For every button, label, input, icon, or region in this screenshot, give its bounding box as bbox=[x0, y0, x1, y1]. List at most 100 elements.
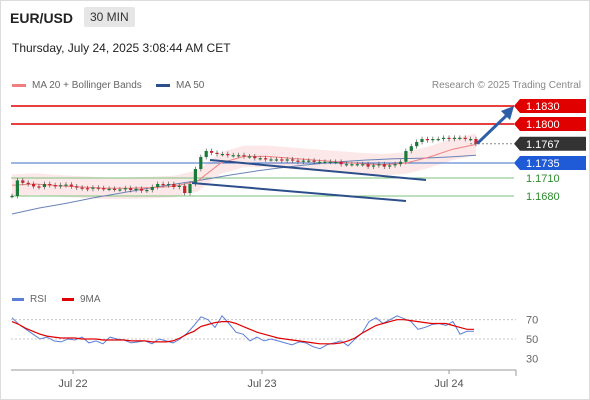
level-label-1.1767: 1.1767 bbox=[526, 139, 560, 151]
candle bbox=[393, 164, 397, 166]
legend-rsi: RSI bbox=[12, 294, 47, 305]
candle bbox=[91, 187, 95, 189]
candle bbox=[107, 188, 111, 190]
candle bbox=[404, 151, 408, 162]
legend-9ma: 9MA bbox=[62, 294, 101, 305]
level-tag-1.1830 bbox=[514, 99, 586, 113]
rsi-tick-70: 70 bbox=[526, 315, 538, 327]
candle bbox=[226, 154, 230, 156]
candle bbox=[269, 159, 273, 161]
candle bbox=[139, 188, 144, 191]
candle bbox=[344, 164, 349, 166]
candle bbox=[274, 159, 278, 161]
candle bbox=[469, 139, 473, 141]
channel-lower-line bbox=[191, 182, 407, 202]
candle bbox=[264, 158, 268, 160]
candle bbox=[334, 161, 338, 163]
candle bbox=[447, 137, 451, 139]
candle bbox=[172, 184, 176, 187]
candle bbox=[258, 158, 262, 160]
candle bbox=[32, 184, 36, 187]
candle bbox=[10, 196, 14, 198]
candle bbox=[193, 169, 197, 184]
candle bbox=[317, 161, 322, 163]
x-label-Jul 23: Jul 23 bbox=[247, 378, 276, 390]
candle bbox=[134, 188, 138, 190]
candle bbox=[415, 142, 419, 147]
candle bbox=[123, 188, 127, 190]
candle bbox=[59, 185, 63, 187]
candle bbox=[339, 161, 343, 165]
candle bbox=[15, 180, 19, 196]
rsi-tick-50: 50 bbox=[526, 334, 538, 346]
candle bbox=[312, 160, 316, 162]
candle bbox=[474, 139, 478, 144]
candle bbox=[220, 154, 224, 156]
candle bbox=[377, 164, 381, 166]
candle bbox=[458, 137, 462, 139]
ma20-swatch bbox=[12, 84, 26, 87]
candle bbox=[361, 164, 365, 166]
candle bbox=[118, 189, 122, 191]
candle bbox=[204, 151, 208, 157]
ma50-swatch bbox=[156, 84, 170, 87]
channel-upper-line bbox=[209, 159, 427, 181]
candle bbox=[183, 185, 187, 193]
candle bbox=[161, 184, 165, 186]
ma50-legend-label: MA 50 bbox=[176, 80, 205, 91]
rsi-tick-30: 30 bbox=[526, 353, 538, 365]
level-label-1.1800: 1.1800 bbox=[526, 119, 560, 131]
candle bbox=[388, 165, 392, 167]
candle bbox=[166, 184, 171, 186]
candle bbox=[75, 186, 79, 188]
candle bbox=[188, 184, 192, 193]
candle bbox=[37, 186, 41, 188]
candle bbox=[177, 185, 181, 187]
candle bbox=[291, 159, 295, 161]
ma9-swatch bbox=[62, 298, 74, 301]
candle bbox=[145, 190, 149, 192]
timeframe-badge[interactable]: 30 MIN bbox=[84, 7, 135, 27]
candle bbox=[210, 151, 214, 153]
candle bbox=[355, 164, 359, 166]
candle bbox=[253, 156, 257, 159]
candle bbox=[53, 185, 57, 187]
level-label-1.1710: 1.1710 bbox=[526, 173, 560, 185]
candle bbox=[48, 184, 52, 186]
candle bbox=[431, 139, 435, 141]
credit-text: Research © 2025 Trading Central bbox=[431, 80, 581, 91]
candle bbox=[80, 187, 84, 189]
candle bbox=[436, 139, 440, 141]
candle bbox=[350, 164, 354, 166]
candle bbox=[409, 146, 413, 151]
candle bbox=[129, 188, 133, 190]
candle bbox=[425, 139, 429, 141]
candle bbox=[301, 160, 305, 162]
candle bbox=[247, 156, 251, 158]
candle bbox=[26, 182, 30, 184]
ma50-line bbox=[11, 154, 477, 215]
candle bbox=[452, 137, 456, 139]
candle bbox=[328, 161, 332, 163]
candle bbox=[323, 161, 327, 163]
forecast-arrow-head bbox=[501, 106, 514, 120]
candle bbox=[366, 164, 370, 167]
candle bbox=[85, 188, 90, 190]
symbol-title: EUR/USD bbox=[10, 10, 74, 26]
candle bbox=[382, 164, 386, 167]
x-label-Jul 24: Jul 24 bbox=[434, 378, 463, 390]
bollinger-band bbox=[12, 133, 476, 199]
rsi-series-RSI bbox=[11, 314, 474, 350]
candle bbox=[69, 184, 73, 187]
level-label-1.1735: 1.1735 bbox=[526, 158, 560, 170]
candle bbox=[398, 161, 403, 165]
forecast-arrow bbox=[476, 113, 509, 145]
candle bbox=[199, 157, 203, 169]
candle bbox=[242, 155, 246, 157]
candle bbox=[442, 137, 446, 139]
candle bbox=[231, 155, 235, 157]
legend-ma50: MA 50 bbox=[156, 80, 204, 91]
candle bbox=[237, 155, 241, 157]
level-label-1.1680: 1.1680 bbox=[526, 191, 560, 203]
